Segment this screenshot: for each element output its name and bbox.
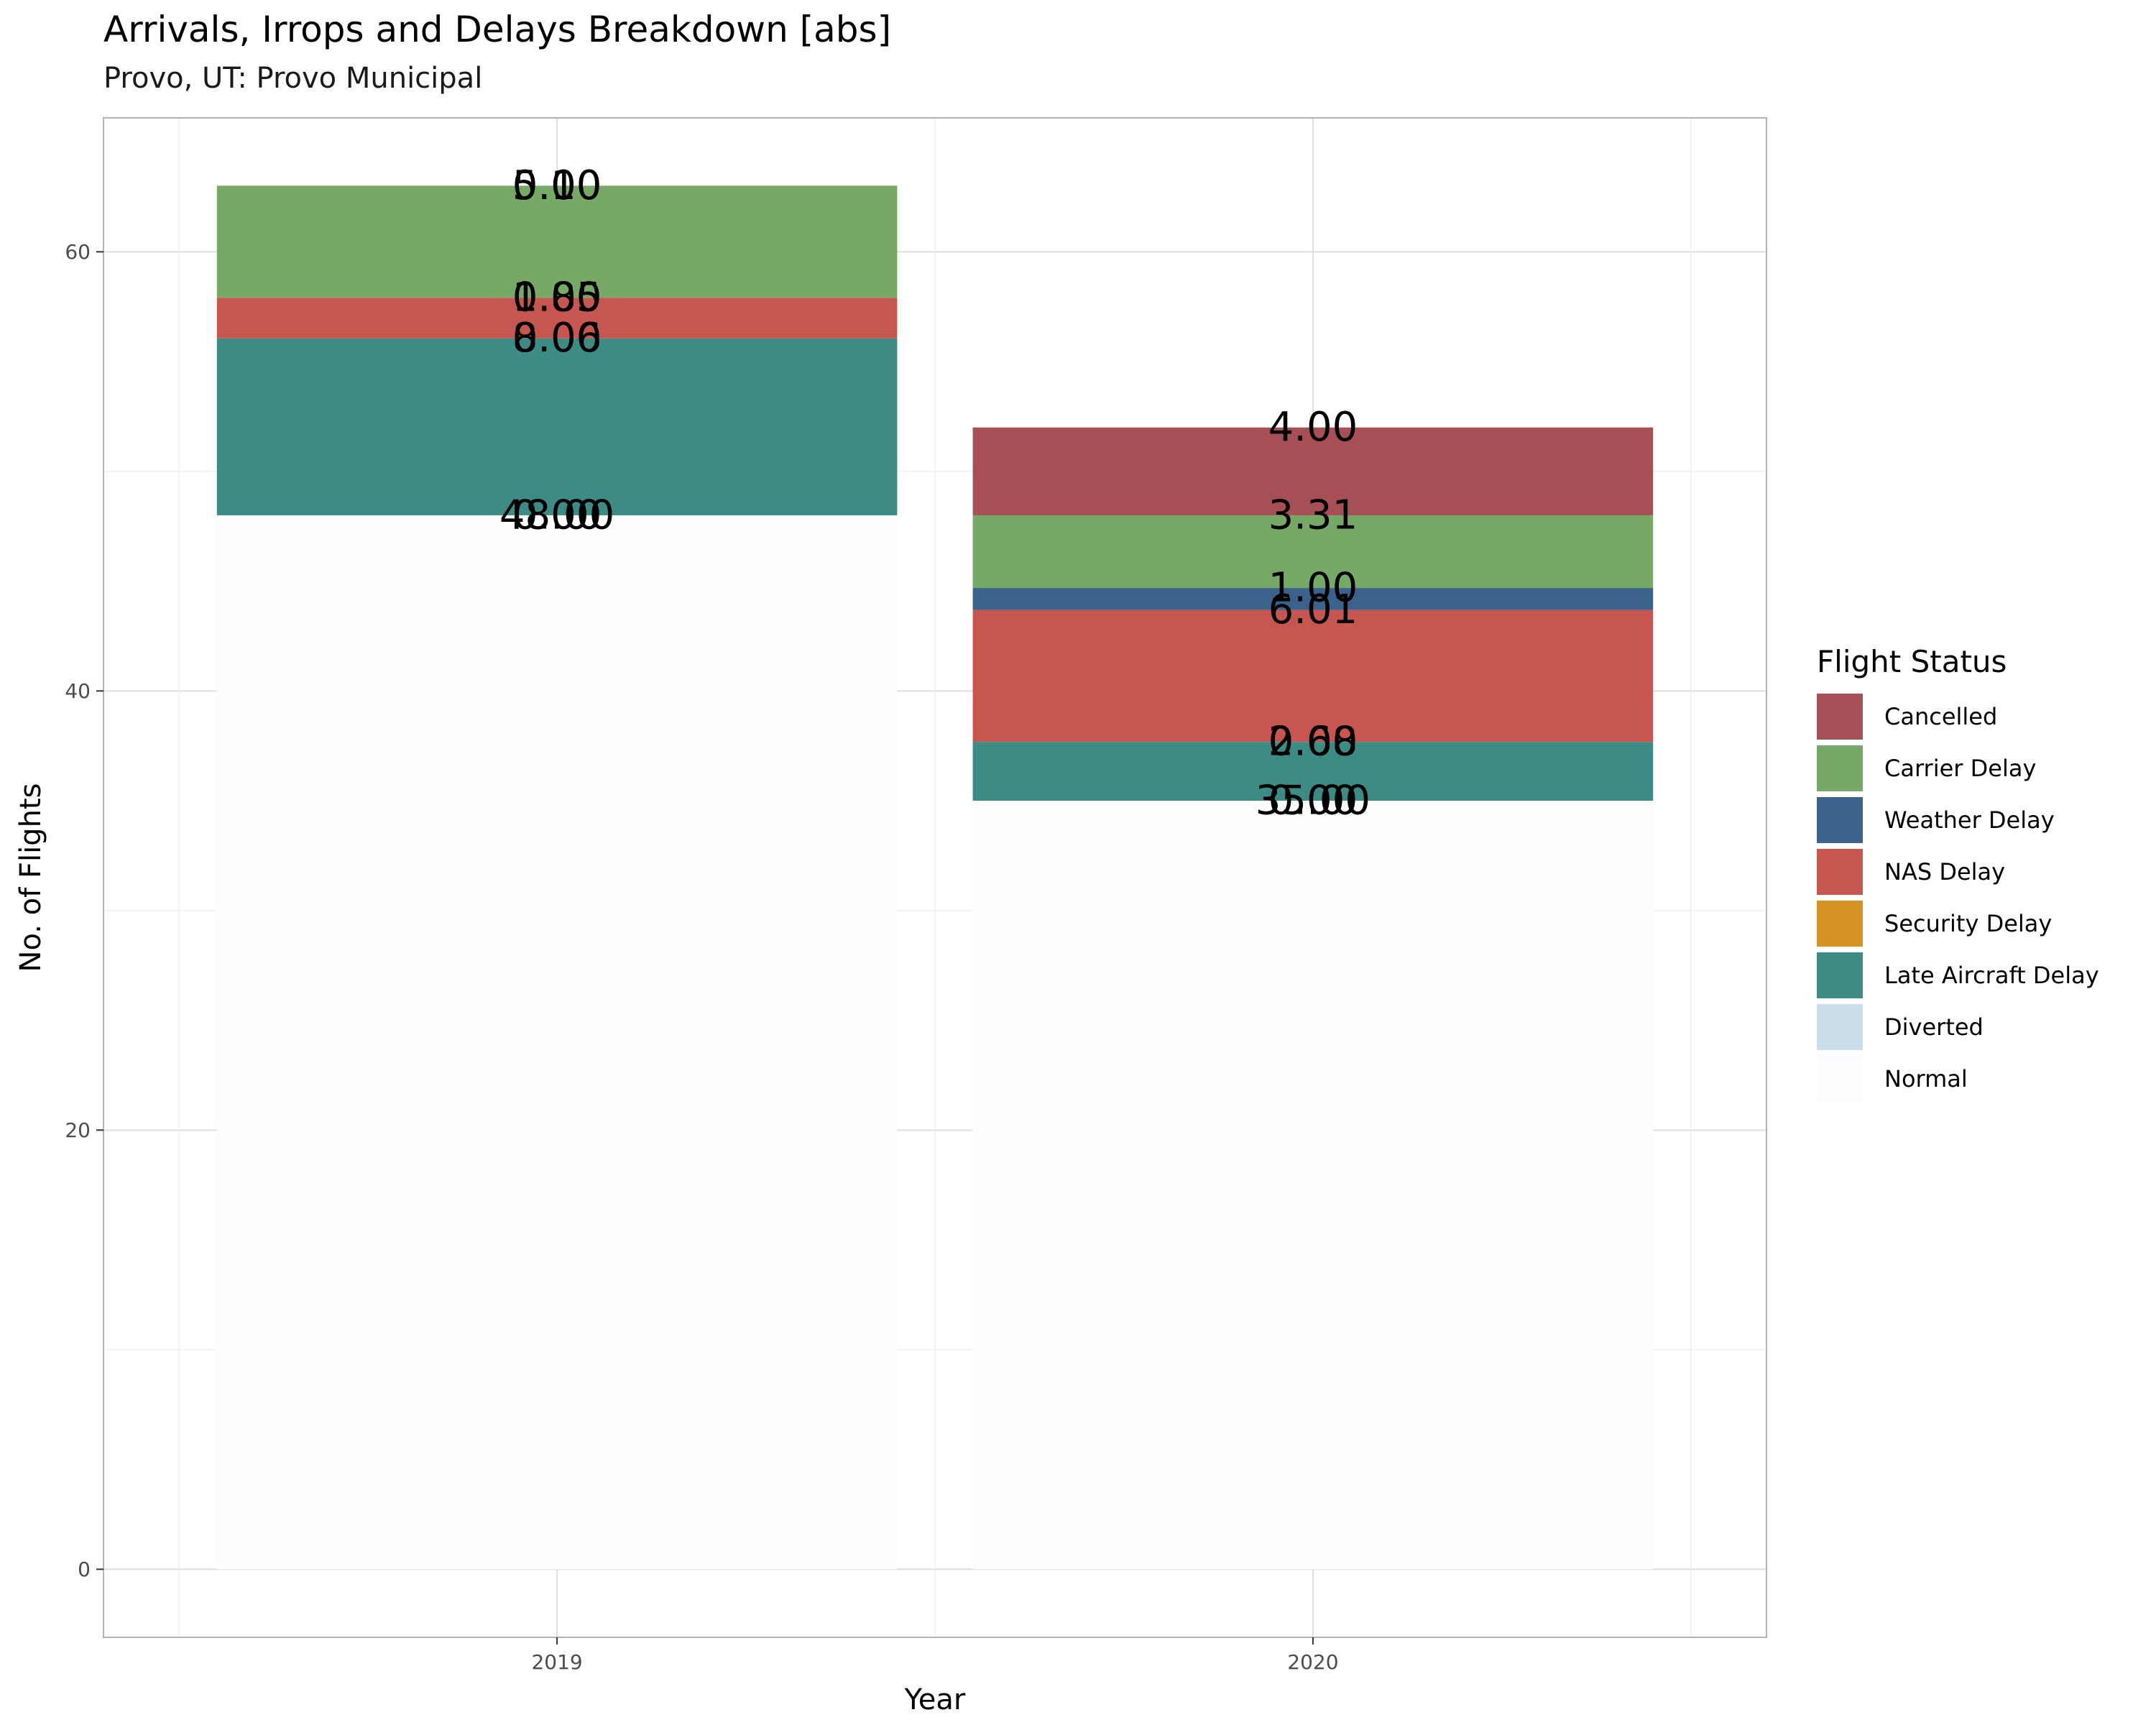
bar-segment-cancelled-2020 xyxy=(972,427,1654,515)
legend-title: Flight Status xyxy=(1817,644,2007,679)
data-label-nas-delay-2019: 1.85 xyxy=(512,275,602,321)
legend-key-weather-delay xyxy=(1817,797,1863,843)
legend-label-nas-delay: NAS Delay xyxy=(1884,858,2005,886)
x-axis-title: Year xyxy=(904,1683,966,1716)
bar-segment-late-aircraft-delay-2019 xyxy=(216,338,898,515)
legend-key-normal xyxy=(1817,1056,1863,1102)
bar-segment-normal-2020 xyxy=(972,801,1654,1570)
data-label-cancelled-2019: 0.00 xyxy=(512,162,602,209)
data-label-diverted-2020: 0.00 xyxy=(1268,778,1358,824)
bar-segment-weather-delay-2020 xyxy=(972,588,1654,610)
bar-segment-carrier-delay-2019 xyxy=(216,185,898,298)
bar-segment-nas-delay-2020 xyxy=(972,610,1654,742)
legend-label-late-aircraft-delay: Late Aircraft Delay xyxy=(1884,962,2099,989)
data-label-carrier-delay-2020: 3.31 xyxy=(1268,492,1358,538)
bar-segment-normal-2019 xyxy=(216,515,898,1570)
data-label-late-aircraft-delay-2019: 8.06 xyxy=(512,315,602,362)
data-label-carrier-delay-2019: 5.10 xyxy=(512,162,602,209)
data-label-security-delay-2019: 0.00 xyxy=(512,315,602,362)
plot-panel-border xyxy=(103,117,1767,1638)
legend-label-carrier-delay: Carrier Delay xyxy=(1884,755,2036,782)
y-tick-label: 60 xyxy=(65,240,91,264)
legend-label-cancelled: Cancelled xyxy=(1884,703,1997,730)
x-tick-label: 2020 xyxy=(1287,1650,1338,1674)
legend-key-security-delay xyxy=(1817,901,1863,947)
y-tick-label: 0 xyxy=(78,1558,91,1581)
legend-key-carrier-delay xyxy=(1817,745,1863,791)
data-label-nas-delay-2020: 6.01 xyxy=(1268,586,1358,633)
legend-label-diverted: Diverted xyxy=(1884,1013,1984,1041)
legend-key-cancelled xyxy=(1817,694,1863,740)
y-tick-label: 20 xyxy=(65,1118,91,1142)
legend-label-normal: Normal xyxy=(1884,1065,1968,1092)
chart-title: Arrivals, Irrops and Delays Breakdown [a… xyxy=(103,9,892,50)
data-label-security-delay-2020: 0.00 xyxy=(1268,719,1358,765)
legend-label-weather-delay: Weather Delay xyxy=(1884,806,2055,834)
data-label-weather-delay-2019: 0.00 xyxy=(512,275,602,321)
bar-segment-late-aircraft-delay-2020 xyxy=(972,742,1654,801)
legend-key-diverted xyxy=(1817,1004,1863,1050)
y-tick-label: 40 xyxy=(65,679,91,703)
data-label-normal-2020: 35.00 xyxy=(1256,778,1370,824)
chart-subtitle: Provo, UT: Provo Municipal xyxy=(103,62,483,95)
data-label-weather-delay-2020: 1.00 xyxy=(1268,565,1358,612)
legend-key-late-aircraft-delay xyxy=(1817,952,1863,998)
legend-key-nas-delay xyxy=(1817,849,1863,895)
legend-label-security-delay: Security Delay xyxy=(1884,910,2052,937)
bar-segment-nas-delay-2019 xyxy=(216,298,898,339)
x-tick-label: 2019 xyxy=(531,1650,582,1674)
data-label-normal-2019: 48.00 xyxy=(499,492,614,538)
y-axis-title: No. of Flights xyxy=(14,783,47,972)
data-label-late-aircraft-delay-2020: 2.68 xyxy=(1268,719,1358,765)
bar-segment-carrier-delay-2020 xyxy=(972,515,1654,589)
data-label-diverted-2019: 0.00 xyxy=(512,492,602,538)
data-label-cancelled-2020: 4.00 xyxy=(1268,404,1358,451)
